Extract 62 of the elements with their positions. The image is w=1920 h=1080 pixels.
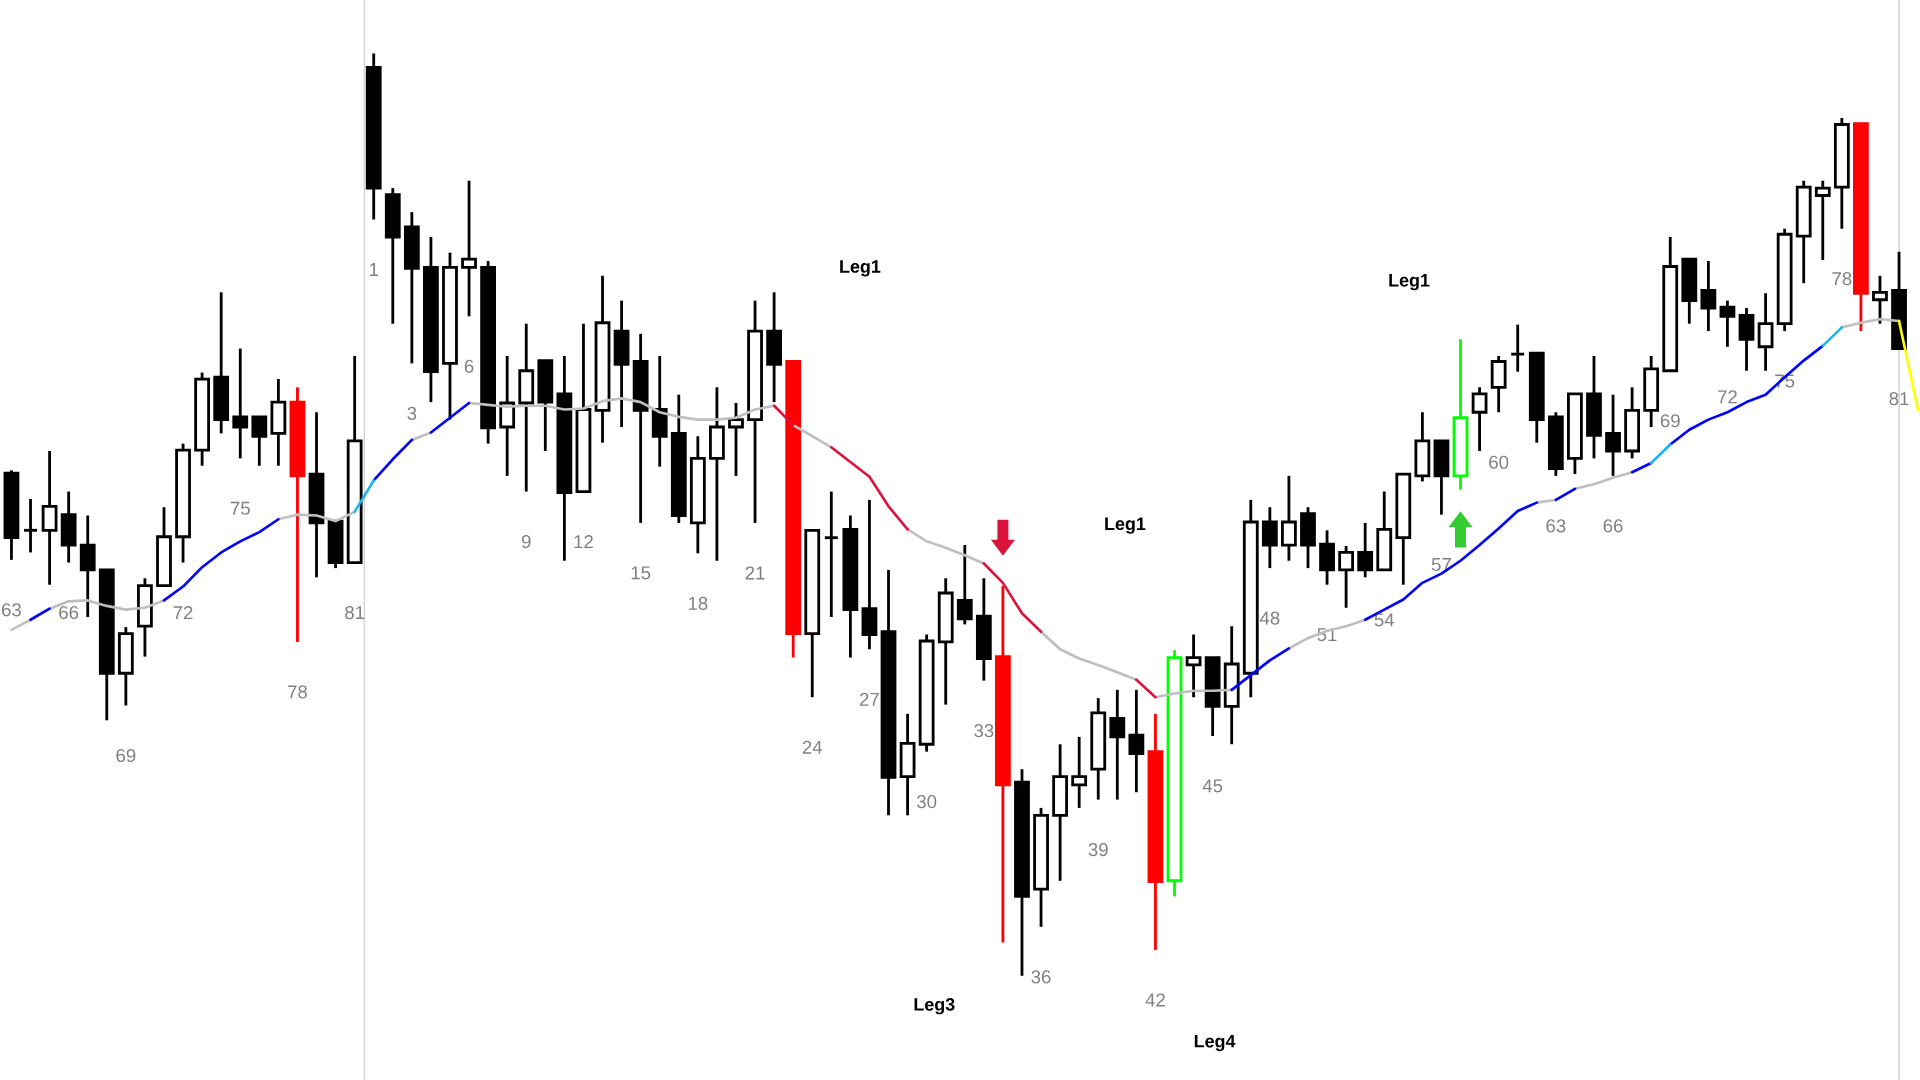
candlestick xyxy=(1471,385,1488,453)
x-tick-label: 69 xyxy=(116,748,136,763)
candlestick xyxy=(1738,306,1755,373)
candlestick xyxy=(1357,521,1374,579)
x-tick-label: 72 xyxy=(173,606,193,620)
annotation: Leg1 xyxy=(1389,274,1430,291)
candlestick xyxy=(728,401,744,478)
x-tick-label: 3 xyxy=(407,406,417,420)
x-tick-label: 81 xyxy=(1889,392,1909,406)
x-tick-label: 6 xyxy=(464,359,474,373)
candlestick xyxy=(1814,179,1831,262)
candlestick xyxy=(956,543,973,626)
text: Leg4 xyxy=(1194,1035,1236,1052)
candlestick xyxy=(41,449,58,587)
candlestick xyxy=(1185,633,1202,699)
candlestick xyxy=(823,490,840,619)
x-tick-label: 21 xyxy=(745,566,765,580)
x-tick-label: 12 xyxy=(574,535,593,549)
x-tick-label: 60 xyxy=(1489,455,1509,469)
text: Leg3 xyxy=(914,998,955,1015)
annotation: Leg1 xyxy=(840,260,881,277)
candlestick xyxy=(461,179,477,318)
candlestick xyxy=(1757,291,1774,373)
x-tick-label: 33 xyxy=(974,724,994,738)
candlestick xyxy=(1071,735,1088,810)
candlestick xyxy=(232,347,249,460)
candlestick xyxy=(1281,474,1297,563)
candlestick xyxy=(1338,544,1355,610)
x-tick-label: 48 xyxy=(1259,611,1280,625)
x-tick-label: 30 xyxy=(917,795,937,809)
candlestick xyxy=(251,415,268,468)
x-tick-label: 42 xyxy=(1145,993,1165,1007)
x-tick-label: 1 xyxy=(369,263,378,276)
x-tick-label: 81 xyxy=(345,605,365,620)
x-tick-label: 24 xyxy=(802,740,823,754)
x-tick-label: 78 xyxy=(1832,272,1852,286)
x-tick-label: 39 xyxy=(1088,843,1108,857)
x-tick-label: 66 xyxy=(59,605,79,620)
candlestick xyxy=(1509,323,1526,374)
candlestick xyxy=(1605,393,1621,478)
annotation: Leg1 xyxy=(1105,517,1146,534)
candlestick xyxy=(1719,299,1736,349)
candlestick xyxy=(1872,274,1888,326)
candlestick xyxy=(22,497,39,554)
x-tick-label: 36 xyxy=(1031,970,1051,984)
x-tick-label: 78 xyxy=(288,685,307,699)
x-tick-label: 63 xyxy=(1546,519,1566,533)
x-tick-label: 18 xyxy=(688,596,708,610)
candlestick xyxy=(1261,505,1278,570)
x-tick-label: 27 xyxy=(860,692,879,706)
candlestick xyxy=(1128,688,1145,794)
candlestick xyxy=(1109,688,1126,802)
x-tick-label: 69 xyxy=(1660,414,1680,428)
x-tick-label: 63 xyxy=(2,603,21,617)
x-tick-label: 9 xyxy=(521,534,531,549)
x-tick-label: 72 xyxy=(1718,390,1737,404)
x-tick-label: 66 xyxy=(1603,519,1623,533)
candlestick xyxy=(1700,259,1717,333)
x-tick-label: 45 xyxy=(1202,779,1223,793)
x-tick-label: 75 xyxy=(230,501,250,515)
x-tick-label: 15 xyxy=(631,566,651,580)
x-tick-label: 57 xyxy=(1431,558,1451,572)
